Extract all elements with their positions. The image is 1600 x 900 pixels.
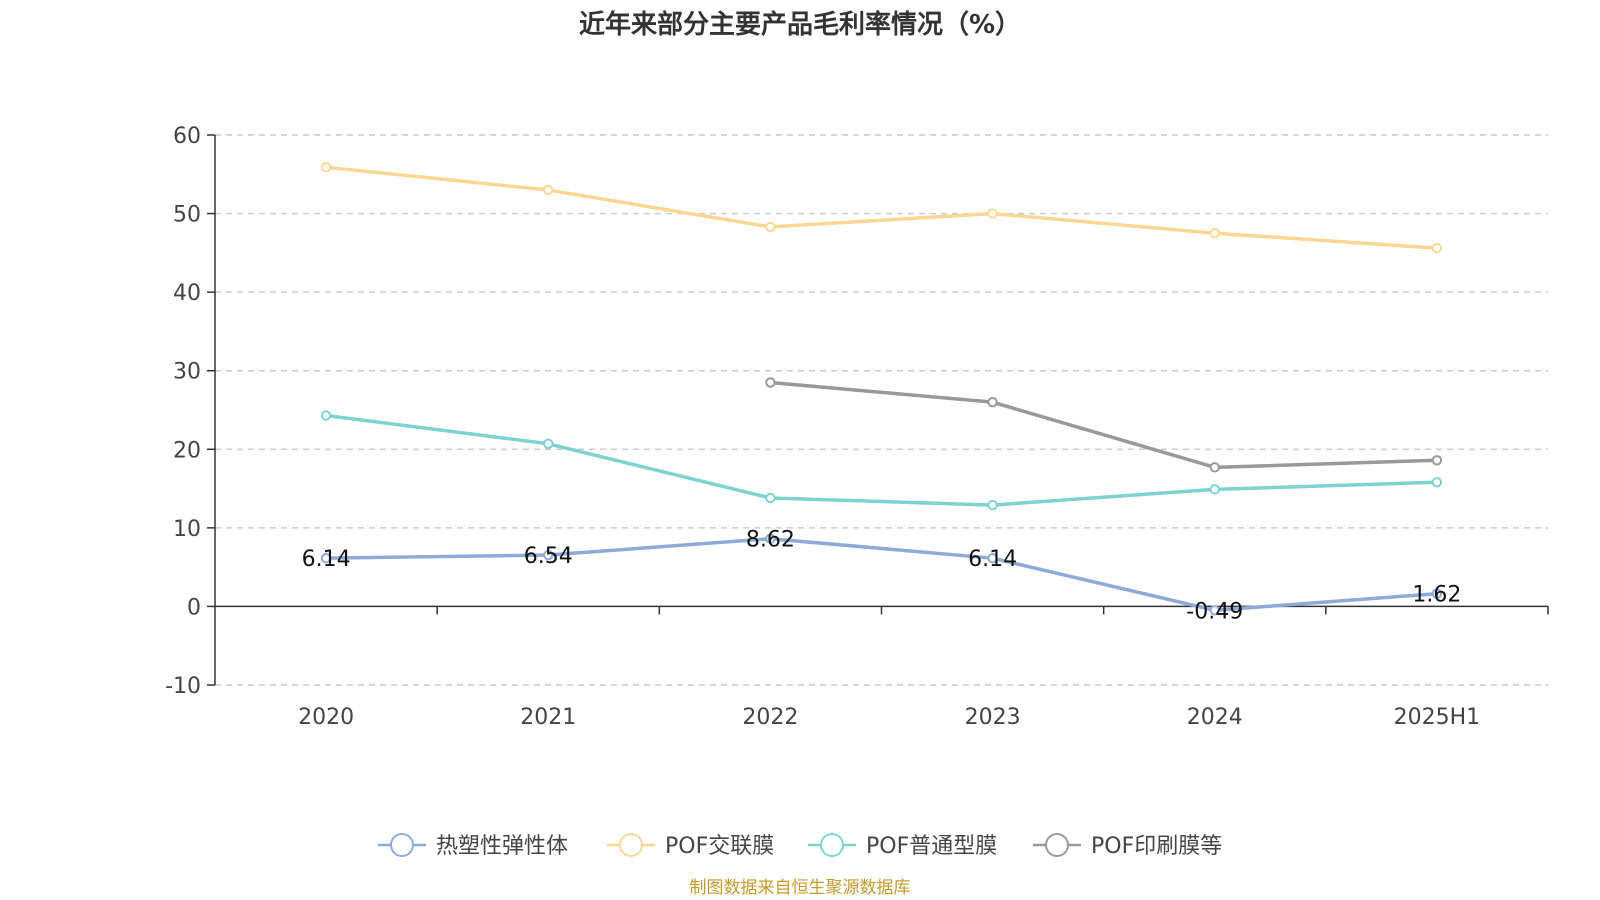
legend-marker-icon (1045, 833, 1069, 857)
x-tick-label: 2021 (520, 705, 576, 730)
data-labels: 6.14 6.54 8.62 6.14 -0.49 1.62 (302, 528, 1462, 625)
series-line (324, 413, 1439, 507)
data-point (543, 184, 554, 196)
data-point (1209, 462, 1220, 473)
data-label: 6.14 (302, 547, 351, 572)
y-tick-label: 50 (173, 203, 201, 228)
y-tick-label: 60 (173, 124, 201, 149)
legend-item[interactable]: 热塑性弹性体 (378, 833, 568, 859)
series-lines (320, 162, 1443, 616)
legend-marker-icon (390, 833, 414, 857)
data-point (320, 410, 332, 421)
legend-item[interactable]: POF交联膜 (607, 833, 774, 859)
legend-item[interactable]: POF印刷膜等 (1033, 833, 1222, 859)
y-tick-label: -10 (165, 674, 201, 699)
data-point (1209, 484, 1220, 495)
data-label: 6.54 (524, 544, 573, 569)
legend-label: POF普通型膜 (866, 834, 997, 859)
series-1 (320, 162, 1443, 254)
data-point (1209, 228, 1220, 239)
data-point (1209, 605, 1220, 616)
source-note: 制图数据来自恒生聚源数据库 (690, 878, 911, 898)
series-line (324, 165, 1439, 250)
data-label: 8.62 (746, 528, 795, 553)
chart-title: 近年来部分主要产品毛利率情况（%） (579, 9, 1021, 40)
series-line (324, 536, 1439, 613)
data-point (1431, 588, 1443, 599)
data-point (765, 221, 776, 233)
data-point (543, 438, 554, 449)
y-tick-label: 20 (173, 438, 201, 463)
data-point (987, 208, 998, 219)
x-tick-label: 2022 (742, 705, 798, 730)
series-2 (320, 410, 1443, 511)
data-label: -0.49 (1186, 599, 1243, 624)
x-tick-label: 2024 (1187, 705, 1243, 730)
y-tick-label: 0 (187, 595, 201, 620)
data-label: 1.62 (1412, 583, 1461, 608)
data-point (543, 549, 554, 561)
x-tick-label: 2023 (965, 705, 1021, 730)
data-point (987, 552, 998, 564)
legend-marker-icon (619, 833, 643, 857)
x-tick-label: 2025H1 (1394, 705, 1481, 730)
legend-marker-icon (820, 833, 844, 857)
data-point (320, 162, 332, 173)
x-tick-label: 2020 (298, 705, 354, 730)
legend-item[interactable]: POF普通型膜 (808, 833, 997, 859)
data-point (1431, 242, 1443, 254)
data-point (765, 377, 776, 388)
data-point (987, 396, 998, 408)
legend-label: POF印刷膜等 (1091, 834, 1222, 859)
data-label: 6.14 (968, 547, 1017, 572)
legend-label: POF交联膜 (665, 834, 774, 859)
series-line (768, 380, 1439, 470)
y-tick-label: 30 (173, 360, 201, 385)
data-point (765, 533, 776, 544)
grid-lines (215, 134, 1548, 686)
axes: 60 50 40 30 20 10 0 -10 2020 2021 2022 2023 2024 2025… (165, 124, 1549, 730)
series-3 (765, 377, 1443, 473)
data-point (765, 492, 776, 504)
data-point (1431, 477, 1443, 488)
data-point (320, 552, 332, 564)
y-tick-label: 40 (173, 281, 201, 306)
data-point (987, 499, 998, 511)
series-0 (320, 533, 1443, 616)
legend-label: 热塑性弹性体 (436, 834, 568, 859)
legend[interactable]: 热塑性弹性体 POF交联膜 POF普通型膜 POF印刷膜等 (378, 833, 1222, 859)
y-tick-label: 10 (173, 517, 201, 542)
data-point (1431, 455, 1443, 466)
